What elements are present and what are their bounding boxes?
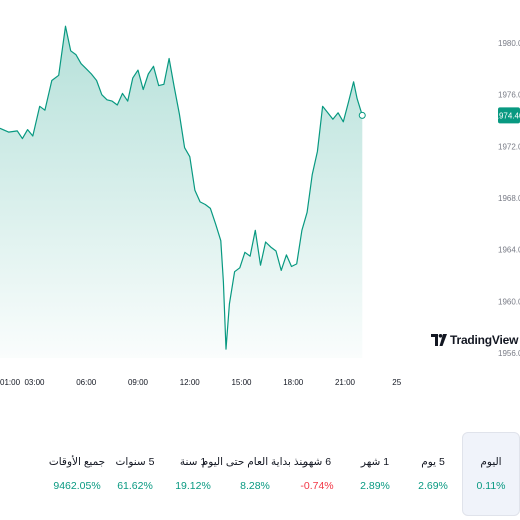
- period-change-value: 0.11%: [476, 480, 506, 492]
- tradingview-logo-icon: [431, 334, 447, 346]
- y-tick-label: 1956.00: [498, 349, 520, 358]
- period-change-value: 61.62%: [117, 480, 153, 492]
- period-label: 6 شهر: [302, 456, 332, 468]
- y-tick-label: 1964.00: [498, 246, 520, 255]
- x-tick-label: 09:00: [128, 378, 149, 387]
- y-tick-label: 1980.00: [498, 39, 520, 48]
- tradingview-logo[interactable]: TradingView: [431, 333, 518, 347]
- price-line: [0, 25, 363, 350]
- period-tab[interactable]: 1 سنة 19.12%: [164, 432, 222, 516]
- period-tab[interactable]: 5 يوم 2.69%: [404, 432, 462, 516]
- x-tick-label: 03:00: [24, 378, 45, 387]
- last-value-label-bg: [498, 107, 520, 124]
- period-change-value: -0.74%: [300, 480, 334, 492]
- x-tick-label: 01:00: [0, 378, 21, 387]
- price-area: [0, 26, 363, 358]
- period-label: 1 سنة: [179, 456, 207, 468]
- price-chart[interactable]: 1980.00 1976.00 1972.00 1968.00 1964.00 1960.…: [0, 0, 520, 400]
- x-tick-label: 25: [392, 378, 401, 387]
- period-tab[interactable]: 6 شهر -0.74%: [288, 432, 346, 516]
- performance-periods: اليوم 0.11% 5 يوم 2.69% 1 شهر 2.89% 6 شهر -0.74…: [0, 432, 520, 518]
- last-value-label: 1974.40: [495, 111, 520, 120]
- period-tab[interactable]: 1 شهر 2.89%: [346, 432, 404, 516]
- period-tab[interactable]: اليوم 0.11%: [462, 432, 520, 516]
- period-change-value: 2.69%: [418, 480, 448, 492]
- period-tab[interactable]: جميع الأوقات 9462.05%: [48, 432, 106, 516]
- period-label: 5 يوم: [421, 456, 445, 468]
- period-change-value: 8.28%: [240, 480, 270, 492]
- x-tick-label: 18:00: [283, 378, 304, 387]
- period-label: منذ بداية العام حتى اليوم: [201, 456, 309, 468]
- period-tab[interactable]: منذ بداية العام حتى اليوم 8.28%: [202, 432, 308, 516]
- period-label: اليوم: [480, 456, 502, 468]
- last-point-marker: [358, 111, 366, 119]
- y-tick-label: 1972.00: [498, 142, 520, 151]
- chart-canvas[interactable]: 1980.00 1976.00 1972.00 1968.00 1964.00 1960.…: [0, 0, 520, 400]
- x-tick-label: 21:00: [335, 378, 356, 387]
- y-tick-label: 1976.00: [498, 91, 520, 100]
- period-change-value: 19.12%: [175, 480, 211, 492]
- period-label: 1 شهر: [360, 456, 390, 468]
- x-tick-label: 15:00: [231, 378, 252, 387]
- y-tick-label: 1968.00: [498, 194, 520, 203]
- period-change-value: 9462.05%: [53, 480, 101, 492]
- period-label: 5 سنوات: [115, 456, 155, 468]
- period-tab[interactable]: 5 سنوات 61.62%: [106, 432, 164, 516]
- y-tick-label: 1960.00: [498, 297, 520, 306]
- tradingview-logo-text: TradingView: [450, 333, 519, 347]
- x-tick-label: 12:00: [180, 378, 201, 387]
- x-tick-label: 06:00: [76, 378, 97, 387]
- period-change-value: 2.89%: [360, 480, 390, 492]
- period-label: جميع الأوقات: [48, 456, 106, 468]
